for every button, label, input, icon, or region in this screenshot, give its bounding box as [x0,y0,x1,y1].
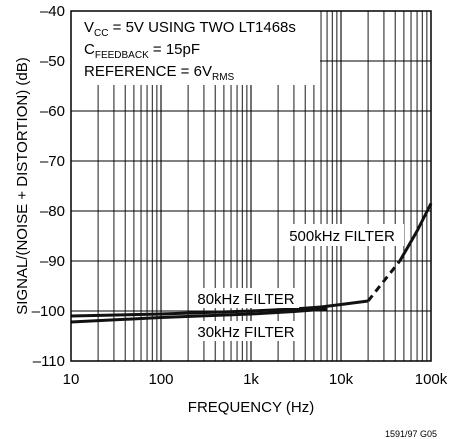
x-tick-label: 10 [63,371,80,388]
y-tick-label: –60 [40,103,65,120]
series-layer [70,202,433,324]
series-label-80k-filter: 80kHz FILTER [197,291,294,308]
x-tick-label: 100k [415,371,448,388]
y-tick-label: –100 [32,303,65,320]
label-mask-30k [193,321,299,341]
series-30khz-filter [70,307,328,324]
x-tick-label: 100 [148,371,173,388]
series-80khz-filter [70,299,369,318]
series-500khz-filter-solid [398,202,433,262]
annotation-reference: REFERENCE = 6VRMS [84,63,235,83]
y-tick-label: –50 [40,53,65,70]
plot-frame [70,10,432,362]
series-label-30k-filter: 30kHz FILTER [197,324,294,341]
y-tick-label: –110 [33,353,65,370]
y-axis-label: SIGNAL/(NOISE + DISTORTION) (dB) [14,57,31,314]
series-label-500k-filter: 500kHz FILTER [289,228,395,245]
x-tick-label: 1k [243,371,259,388]
y-tick-label: –40 [40,3,65,20]
y-tick-label: –80 [40,203,65,220]
figure-code: 1591/97 G05 [385,429,437,439]
tick-labels: 10 100 1k 10k 100k –40 –50 –60 –70 –80 –90 –100 –110 [32,3,448,388]
conditions-box [71,11,320,85]
label-mask-80k [193,288,299,308]
y-tick-label: –70 [40,153,65,170]
x-axis-label: FREQUENCY (Hz) [188,399,314,416]
series-500khz-filter-dashed [366,260,401,302]
annotation-vcc: VCC = 5V USING TWO LT1468s [84,19,296,39]
x-tick-label: 10k [329,371,354,388]
y-tick-label: –90 [40,253,65,270]
label-mask-500k [280,224,404,246]
annotation-cfeedback: CFEEDBACK = 15pF [84,41,200,61]
